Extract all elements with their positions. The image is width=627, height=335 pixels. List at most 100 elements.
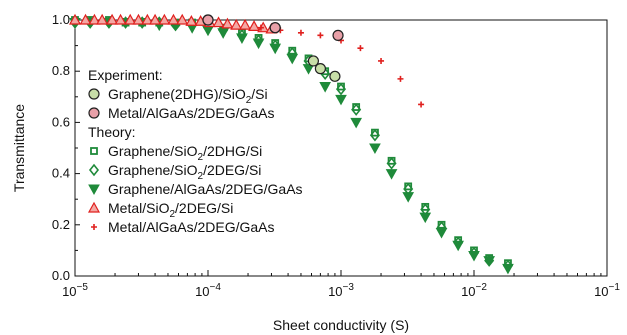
legend-label-part: Graphene/SiO [108,162,198,178]
legend-entry: Metal/AlGaAs/2DEG/GaAs [91,219,275,235]
series-6-points [257,24,425,108]
data-point [502,263,514,275]
legend-entry: Graphene/SiO2/2DHG/Si [90,143,262,163]
data-point [297,29,304,36]
data-point [124,13,137,25]
legend-label: Graphene/AlGaAs/2DEG/GaAs [108,181,303,197]
data-point [185,15,198,26]
legend-marker [87,201,101,213]
data-point [418,101,425,108]
marks-layer [68,13,514,275]
y-tick-label: 0.4 [52,166,70,181]
data-point [317,32,324,39]
data-point [114,13,127,25]
x-tick-label-exponent: −4 [210,282,222,293]
legend-label: Metal/AlGaAs/2DEG/GaAs [108,219,275,235]
data-point [386,157,397,170]
data-point [269,22,281,34]
legend-header: Experiment: [88,67,163,83]
x-tick-label: 10−1 [594,282,620,299]
data-point [286,53,299,65]
data-point [167,13,180,25]
data-point [385,169,398,180]
data-point [106,13,119,25]
x-tick-label-exponent: −3 [343,282,355,293]
legend-label: Graphene(2DHG)/SiO2/Si [108,86,268,106]
legend-label-part: /2DHG/Si [203,143,262,159]
legend-marker [88,107,100,119]
legend-marker [88,88,100,100]
x-tick-label: 10−2 [461,282,487,299]
x-tick-label: 10−4 [195,282,221,299]
data-point [357,45,364,52]
legend-marker [88,184,100,196]
data-point [248,20,261,31]
data-point [236,33,248,44]
series-1-points [202,14,344,41]
data-point [239,18,252,30]
legend-label-part: /Si [251,86,267,102]
legend-label: Graphene/SiO2/2DEG/Si [108,162,261,182]
legend-label-subscript: 2 [198,152,204,163]
data-point [202,14,214,26]
data-point [217,28,230,39]
data-point [158,13,171,25]
legend-marker [88,163,100,177]
data-point [319,82,331,93]
legend-label-subscript: 2 [198,171,204,182]
data-point [419,212,432,224]
legend-header: Theory: [88,124,135,140]
y-tick-label: 0.0 [52,268,70,283]
data-point [369,143,381,155]
data-point [68,13,82,25]
data-point [351,103,362,116]
data-point [314,63,326,75]
legend-label-part: Metal/AlGaAs/2DEG/GaAs [108,219,275,235]
data-point [335,82,347,96]
legend-entry: Graphene(2DHG)/SiO2/Si [88,86,268,106]
data-point [269,43,282,55]
legend-label-part: Graphene(2DHG)/SiO [108,86,246,102]
data-point [452,240,464,252]
data-point [230,18,243,30]
legend-label-part: Metal/SiO [108,200,170,216]
x-tick-label-exponent: −2 [476,282,488,293]
data-point [212,16,225,28]
legend-entry: Graphene/SiO2/2DEG/Si [88,162,261,182]
legend-label-subscript: 2 [169,209,175,220]
data-point [435,227,448,239]
data-point [252,38,265,50]
axes-layer: 0.00.20.40.60.81.010−5 10−4 10−3 10−2 10−1Sh… [11,12,620,333]
x-tick-label-base: 10 [594,284,608,299]
legend-label: Metal/AlGaAs/2DEG/GaAs [108,105,275,121]
legend-marker [90,147,98,155]
legend-label-part: Graphene/SiO [108,143,198,159]
data-point [378,57,385,64]
data-point [397,75,404,82]
x-tick-label-exponent: −5 [77,282,89,293]
data-point [483,256,496,267]
data-point [221,17,234,29]
x-tick-label-base: 10 [195,284,209,299]
y-tick-label: 0.2 [52,217,70,232]
legend-label-part: Metal/AlGaAs/2DEG/GaAs [108,105,275,121]
data-point [329,70,341,82]
data-point [302,64,315,75]
legend-label: Graphene/SiO2/2DHG/Si [108,143,262,163]
data-point [149,13,162,25]
legend-marker [91,224,97,230]
data-point [402,192,415,203]
data-point [350,117,363,129]
x-tick-label-base: 10 [328,284,342,299]
legend-label-part: /2DEG/Si [203,162,261,178]
data-point [176,13,189,25]
data-point [332,29,344,41]
data-point [335,94,347,106]
data-point [79,13,92,25]
data-point [132,13,145,25]
data-point [88,13,101,25]
data-point [202,25,214,37]
legend-label-part: /2DEG/Si [175,200,233,216]
